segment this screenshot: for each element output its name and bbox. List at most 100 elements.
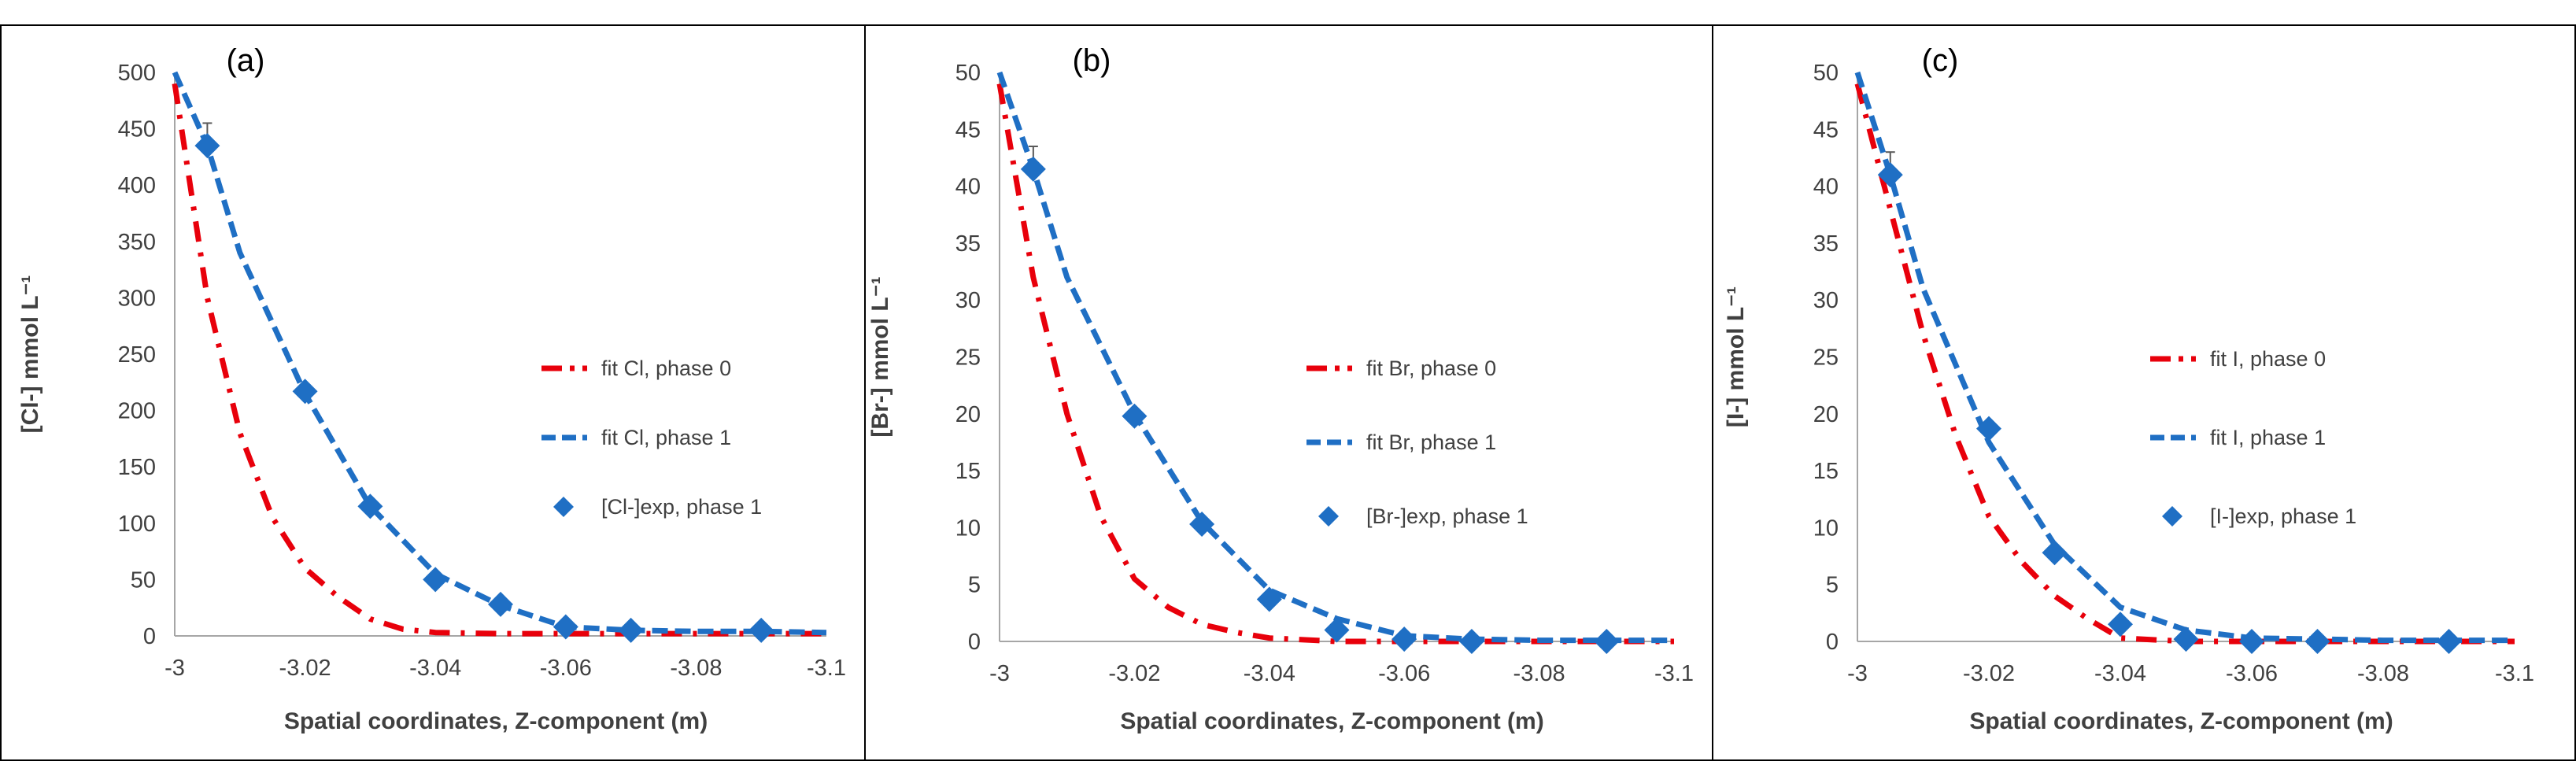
data-point-exp [2436,629,2462,654]
y-tick-label: 50 [955,61,981,86]
y-tick-label: 5 [968,573,981,598]
data-point-exp [1976,416,2001,442]
y-tick-label: 150 [118,455,156,480]
y-tick-label: 30 [955,288,981,313]
fit-line-phase-1 [172,71,827,636]
fit-line-phase-0 [1854,83,2515,645]
legend-entry-label: [Br-]exp, phase 1 [1366,504,1528,528]
y-tick-label: 300 [118,286,156,311]
y-axis-title: [Cl-] mmol L⁻¹ [17,275,43,434]
x-axis-title: Spatial coordinates, Z-component (m) [1969,708,2393,734]
legend-entry-label: [I-]exp, phase 1 [2210,504,2356,528]
fit-line-phase-1 [1854,71,2515,644]
y-tick-label: 450 [118,117,156,142]
y-tick-label: 40 [1813,175,1839,200]
y-tick-label: 250 [118,342,156,368]
legend-entry-label: fit Br, phase 0 [1366,357,1496,380]
panel-label: (b) [1073,43,1111,78]
data-point-exp [1594,629,1620,654]
x-tick-label: -3.02 [1108,661,1160,686]
x-tick-label: -3.06 [1378,661,1430,686]
x-axis-title: Spatial coordinates, Z-component (m) [1120,708,1543,734]
data-point-exp [1877,162,1903,188]
data-point-exp [488,591,513,617]
legend-swatch-marker [2162,506,2182,527]
data-point-exp [553,614,578,640]
data-point-exp [2239,629,2264,654]
legend-entry-label: fit Cl, phase 0 [601,357,731,380]
x-tick-label: -3 [1847,661,1868,686]
y-tick-label: 25 [1813,346,1839,371]
x-tick-label: -3.08 [670,656,722,681]
y-tick-label: 0 [1826,630,1839,655]
y-tick-label: 10 [1813,515,1839,541]
x-tick-label: -3.06 [540,656,592,681]
panel-label: (a) [227,43,265,78]
data-point-exp [1458,629,1484,654]
x-tick-label: -3 [164,656,185,681]
y-tick-label: 500 [118,61,156,86]
data-point-exp [2042,540,2068,566]
chart-panel-2: 0 5 10 15 20 25 30 35 40 45 50 -3 -3.02 -3.04 -3.06 -3.… [867,43,1694,734]
y-tick-label: 0 [143,624,156,649]
legend-swatch-marker [553,497,574,517]
data-point-exp [1189,512,1215,538]
data-point-exp [1324,617,1350,643]
x-tick-label: -3.1 [1654,661,1694,686]
legend-swatch-marker [1318,506,1339,527]
data-point-exp [1122,403,1148,429]
y-tick-label: 350 [118,230,156,255]
x-tick-label: -3 [989,661,1010,686]
y-axis-title: [I-] mmol L⁻¹ [1723,286,1749,427]
data-point-exp [1256,586,1282,612]
x-tick-label: -3.02 [1963,661,2015,686]
x-tick-label: -3.04 [409,656,461,681]
x-tick-label: -3.08 [2357,661,2409,686]
x-tick-label: -3.04 [1244,661,1295,686]
fit-line-phase-1 [996,71,1674,644]
y-tick-label: 20 [955,402,981,427]
data-point-exp [194,133,220,159]
y-tick-label: 30 [1813,288,1839,313]
x-tick-label: -3.06 [2226,661,2278,686]
panel-label: (c) [1922,43,1959,78]
y-tick-label: 5 [1826,573,1839,598]
x-axis-title: Spatial coordinates, Z-component (m) [284,708,708,734]
y-tick-label: 20 [1813,402,1839,427]
y-tick-label: 50 [131,567,156,593]
y-tick-label: 50 [1813,61,1839,86]
y-axis-title: [Br-] mmol L⁻¹ [867,276,893,437]
chart-panel-1: 0 50 100 150 200 250 300 350 400 450 500 -3 -3.02 -3.… [17,43,846,734]
data-point-exp [2304,629,2330,654]
fit-line-phase-0 [996,83,1674,645]
legend-entry-label: fit Cl, phase 1 [601,426,731,449]
y-tick-label: 45 [955,117,981,142]
y-tick-label: 35 [1813,231,1839,257]
y-tick-label: 0 [968,630,981,655]
y-tick-label: 45 [1813,117,1839,142]
chart-panel-3: 0 5 10 15 20 25 30 35 40 45 50 -3 -3.02 -3.04 -3.06 -3.… [1723,43,2534,734]
data-point-exp [2173,626,2199,652]
legend-entry-label: fit Br, phase 1 [1366,430,1496,454]
data-point-exp [748,617,774,643]
x-tick-label: -3.08 [1513,661,1565,686]
y-tick-label: 200 [118,399,156,424]
data-point-exp [292,379,318,405]
fit-line-phase-0 [172,83,826,637]
y-tick-label: 35 [955,231,981,257]
x-tick-label: -3.1 [807,656,846,681]
data-point-exp [357,493,383,519]
legend-entry-label: fit I, phase 0 [2210,347,2326,371]
data-point-exp [423,567,449,593]
y-tick-label: 40 [955,175,981,200]
x-tick-label: -3.02 [279,656,331,681]
data-point-exp [1020,156,1046,182]
y-tick-label: 10 [955,515,981,541]
y-tick-label: 15 [955,459,981,484]
x-tick-label: -3.1 [2495,661,2534,686]
data-point-exp [1391,626,1417,652]
y-tick-label: 15 [1813,459,1839,484]
legend-entry-label: fit I, phase 1 [2210,426,2326,449]
y-tick-label: 100 [118,512,156,537]
